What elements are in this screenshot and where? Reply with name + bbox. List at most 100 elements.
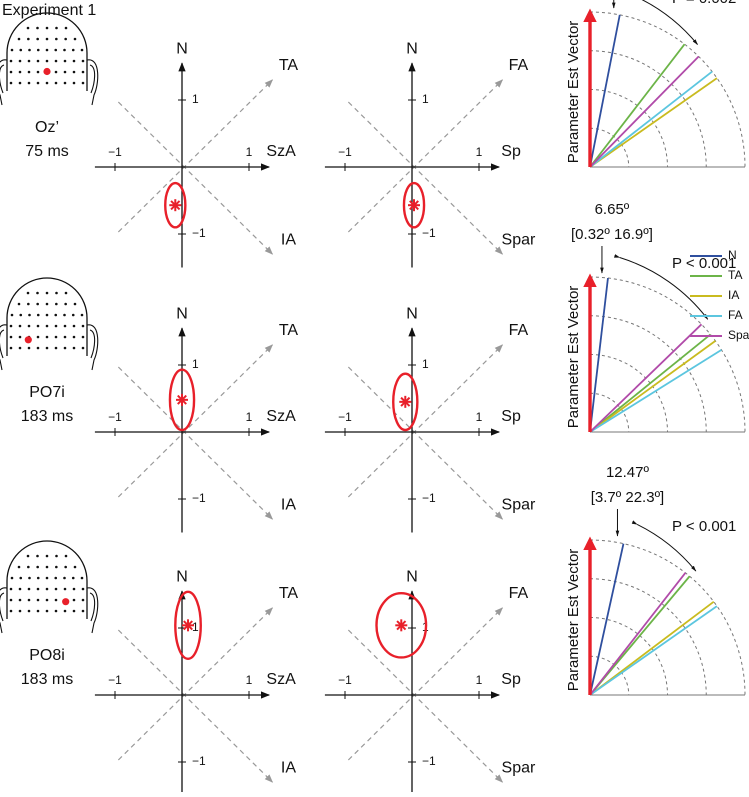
electrode-dot (63, 59, 67, 63)
x-tick-label: −1 (338, 410, 352, 424)
head-diagram (0, 540, 99, 634)
x-axis-label: Sp (501, 408, 521, 425)
electrode-dot (72, 587, 76, 591)
electrode-dot (9, 324, 13, 328)
electrode-dot (36, 81, 40, 85)
x-axis-label: Sp (501, 671, 521, 688)
estimate-star (176, 393, 188, 406)
polar-arc (589, 50, 707, 168)
polar-arc (589, 617, 668, 696)
diagonal-axis (347, 629, 504, 783)
polar-arc (589, 11, 746, 168)
vector-line (589, 572, 687, 696)
x-tick-label: 1 (246, 673, 253, 687)
electrode-dot (63, 70, 67, 74)
angle-label: 12.47º (606, 464, 650, 481)
electrode-dot (55, 554, 58, 558)
electrode-dot (36, 576, 40, 580)
diagonal-label: IA (281, 496, 296, 513)
electrode-dot (72, 81, 76, 85)
p-value-label: P = 0.002 (672, 0, 736, 7)
electrode-dot (45, 576, 49, 580)
electrode-dot (27, 59, 31, 63)
electrode-dot (80, 48, 84, 52)
vector-line (589, 600, 715, 696)
electrode-selected (43, 67, 51, 76)
y-tick-label: −1 (192, 226, 206, 240)
electrode-dot (18, 346, 22, 350)
head-diagram (0, 12, 99, 106)
comparison-arrow (631, 520, 697, 572)
ear (0, 587, 8, 634)
electrode-dot (45, 554, 49, 558)
electrode-dot (54, 576, 58, 580)
polar-axis-label: Parameter Est Vector (565, 549, 582, 692)
electrode-dot (72, 324, 76, 328)
vector-line (589, 605, 718, 696)
electrode-dot (18, 598, 22, 602)
x-axis-label: SzA (266, 143, 296, 160)
electrode-dot (72, 70, 76, 74)
angle-label: 6.65º (595, 201, 630, 218)
diagonal-axis (347, 344, 504, 498)
star-stroke (170, 200, 181, 211)
star-stroke (400, 396, 411, 407)
time-label: 183 ms (21, 671, 73, 688)
electrode-dot (27, 346, 31, 350)
electrode-dot (28, 313, 31, 317)
electrode-dot (81, 324, 85, 328)
electrode-dot (18, 81, 22, 85)
electrode-dot (64, 554, 68, 558)
electrode-dot (36, 587, 40, 591)
electrode-dot (18, 324, 22, 328)
electrode-dot (10, 313, 14, 317)
electrode-dot (45, 565, 49, 569)
diagonal-label: FA (509, 322, 529, 339)
x-tick-label: 1 (246, 410, 253, 424)
electrode-dot (45, 302, 49, 306)
x-axis-label: SzA (266, 408, 296, 425)
x-axis-label: SzA (266, 671, 296, 688)
x-tick-label: 1 (246, 145, 253, 159)
legend-label: IA (728, 288, 739, 302)
electrode-dot (36, 335, 40, 339)
estimate-star (182, 619, 195, 632)
electrode-dot (45, 291, 49, 295)
diagonal-axis (347, 607, 504, 761)
star-stroke (409, 200, 419, 211)
confidence-ellipse (174, 590, 202, 661)
p-value-label: P < 0.001 (672, 255, 736, 272)
electrode-dot (36, 609, 40, 613)
ear (86, 324, 99, 371)
y-tick-label: 1 (192, 620, 199, 634)
estimate-star (399, 395, 412, 408)
electrode-dot (36, 554, 39, 558)
electrode-label: PO8i (29, 647, 65, 664)
electrode-selected (62, 598, 70, 606)
electrode-dot (36, 302, 39, 306)
polar-arc (589, 578, 707, 696)
electrode-selected (24, 336, 32, 344)
ci-label: [0.32º 16.9º] (571, 226, 653, 243)
estimate-star (395, 619, 408, 632)
electrode-dot (54, 313, 58, 317)
electrode-dot (55, 26, 58, 30)
x-tick-label: 1 (476, 145, 483, 159)
electrode-dot (9, 59, 13, 63)
x-axis-label: Sp (501, 143, 521, 160)
vector-line (589, 70, 713, 168)
legend-label: Spar (728, 328, 749, 342)
electrode-dot (19, 313, 23, 317)
electrode-dot (45, 59, 49, 63)
electrode-dot (26, 26, 30, 30)
electrode-dot (28, 576, 31, 580)
electrode-dot (54, 335, 58, 339)
electrode-dot (71, 313, 75, 317)
electrode-dot (63, 81, 67, 85)
ci-label: [3.7º 22.3º] (591, 489, 665, 506)
vector-line (589, 333, 712, 433)
diagonal-label: TA (279, 585, 299, 602)
diagonal-label: IA (281, 231, 296, 248)
electrode-dot (54, 81, 58, 85)
